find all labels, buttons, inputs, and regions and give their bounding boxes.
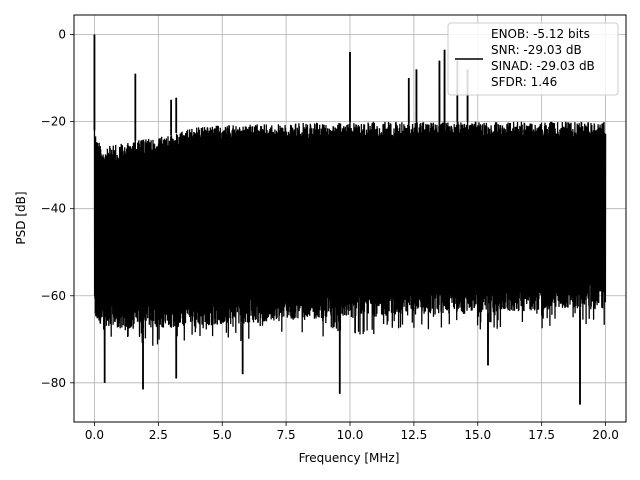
x-tick-label: 10.0 (337, 428, 364, 442)
x-tick-label: 12.5 (401, 428, 428, 442)
x-tick-label: 5.0 (213, 428, 232, 442)
y-tick-label: −60 (41, 289, 66, 303)
y-tick-label: −40 (41, 202, 66, 216)
y-tick-label: 0 (58, 28, 66, 42)
x-tick-label: 0.0 (85, 428, 104, 442)
legend-box (447, 22, 619, 96)
x-tick-label: 15.0 (464, 428, 491, 442)
x-tick-label: 7.5 (277, 428, 296, 442)
y-tick-label: −80 (41, 376, 66, 390)
x-tick-label: 17.5 (528, 428, 555, 442)
y-axis-label: PSD [dB] (14, 191, 28, 244)
legend-entry-sfdr: SFDR: 1.46 (491, 75, 557, 89)
legend-entry-snr: SNR: -29.03 dB (491, 43, 582, 57)
y-axis-ticks: 0 −20 −40 −60 −80 (41, 28, 74, 390)
x-tick-label: 2.5 (149, 428, 168, 442)
x-axis-label: Frequency [MHz] (299, 451, 400, 465)
x-tick-label: 20.0 (592, 428, 619, 442)
legend: ENOB: -5.12 bits SNR: -29.03 dB SINAD: -… (447, 22, 619, 96)
x-axis-ticks: 0.0 2.5 5.0 7.5 10.0 12.5 15.0 17.5 20.0 (85, 422, 619, 442)
legend-entry-enob: ENOB: -5.12 bits (491, 27, 590, 41)
y-tick-label: −20 (41, 115, 66, 129)
plot-area (93, 34, 607, 405)
legend-entry-sinad: SINAD: -29.03 dB (491, 59, 595, 73)
